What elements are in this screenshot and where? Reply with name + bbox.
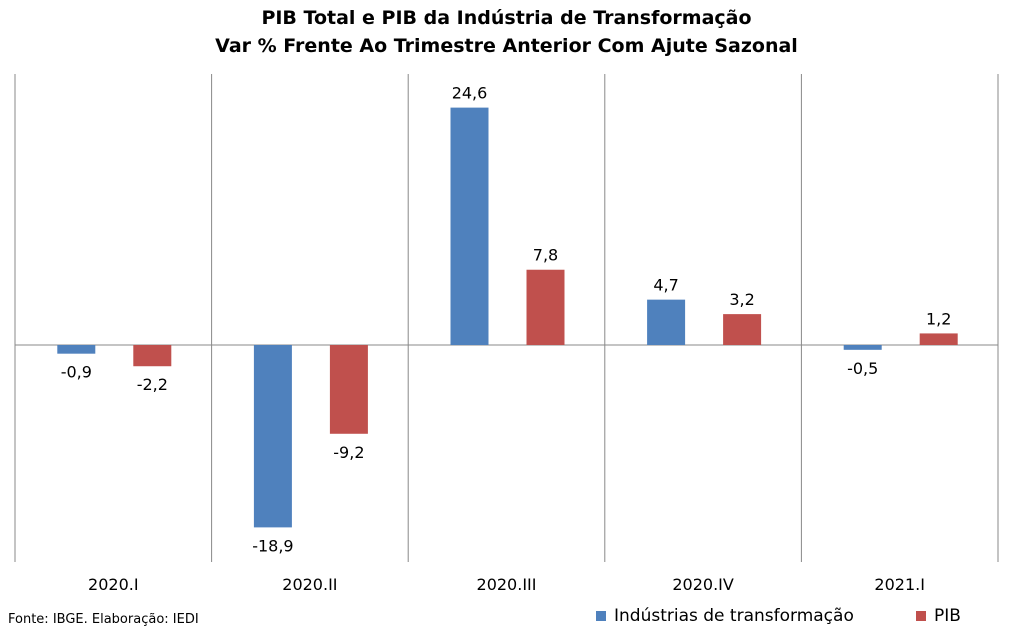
- chart-subtitle: Var % Frente Ao Trimestre Anterior Com A…: [215, 35, 798, 57]
- data-label: -0,9: [61, 363, 92, 382]
- data-label: -0,5: [847, 359, 878, 378]
- legend-label-pib: PIB: [934, 606, 961, 626]
- data-label: 3,2: [729, 290, 754, 309]
- bar-pib-2020.I: [133, 345, 172, 367]
- legend-swatch-pib: [916, 611, 926, 621]
- bar-pib-2021.I: [919, 333, 958, 345]
- bar-industria-2020.III: [450, 107, 489, 345]
- data-label: 1,2: [926, 309, 951, 328]
- bar-pib-2020.II: [329, 345, 368, 434]
- legend-item-industria: Indústrias de transformação: [596, 606, 854, 626]
- category-label: 2020.II: [282, 575, 337, 594]
- legend-item-pib: PIB: [916, 606, 961, 626]
- data-label: 24,6: [452, 84, 488, 103]
- category-label: 2021.I: [874, 575, 925, 594]
- data-label: 7,8: [533, 246, 558, 265]
- bar-industria-2021.I: [843, 345, 882, 350]
- source-note: Fonte: IBGE. Elaboração: IEDI: [8, 612, 199, 627]
- chart-title: PIB Total e PIB da Indústria de Transfor…: [261, 7, 752, 29]
- category-label: 2020.I: [88, 575, 139, 594]
- bar-industria-2020.II: [253, 345, 292, 528]
- legend-label-industria: Indústrias de transformação: [614, 606, 854, 626]
- legend-swatch-industria: [596, 611, 606, 621]
- bar-industria-2020.I: [57, 345, 96, 354]
- data-label: -18,9: [252, 536, 293, 555]
- data-label: 4,7: [653, 276, 678, 295]
- bar-pib-2020.III: [526, 269, 565, 345]
- data-label: -2,2: [137, 375, 168, 394]
- data-label: -9,2: [333, 443, 364, 462]
- bar-industria-2020.IV: [647, 299, 686, 345]
- bar-pib-2020.IV: [723, 314, 762, 345]
- category-label: 2020.III: [477, 575, 537, 594]
- category-label: 2020.IV: [672, 575, 734, 594]
